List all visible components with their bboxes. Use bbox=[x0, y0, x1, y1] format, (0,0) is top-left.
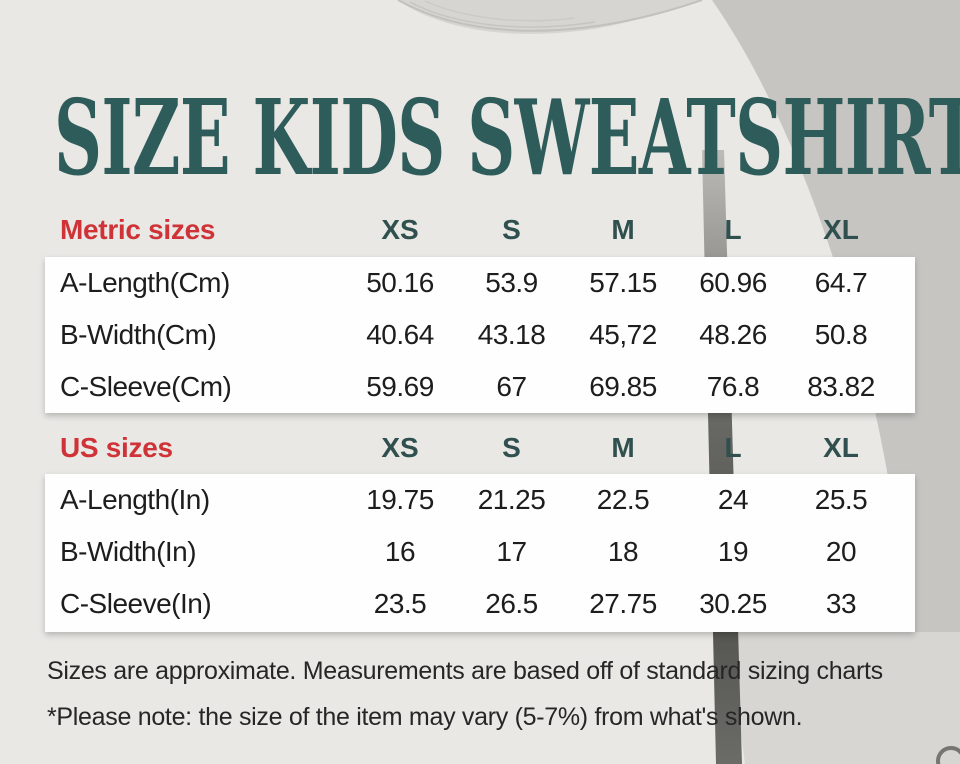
cell: 22.5 bbox=[596, 484, 650, 515]
cell: 25.5 bbox=[814, 484, 868, 515]
size-header-m: M bbox=[611, 214, 635, 245]
collar-rib-line bbox=[424, 0, 576, 22]
cell: 45,72 bbox=[589, 319, 657, 350]
collar-edge-line bbox=[397, 0, 703, 32]
size-header-xs: XS bbox=[381, 432, 419, 463]
cell: 48.26 bbox=[699, 319, 767, 350]
metric-sizes-header-row: Metric sizes XS S M L XL bbox=[45, 206, 915, 254]
cell: 23.5 bbox=[373, 588, 427, 619]
metric-sizes-label: Metric sizes bbox=[60, 214, 216, 245]
cell: 21.25 bbox=[477, 484, 546, 515]
cell: 27.75 bbox=[589, 588, 657, 619]
table-row: B-Width(In) 16 17 18 19 20 bbox=[45, 526, 915, 578]
size-header-l: L bbox=[724, 432, 742, 463]
cell: 26.5 bbox=[485, 588, 538, 619]
cell: 57.15 bbox=[589, 267, 657, 298]
size-header-xs: XS bbox=[381, 214, 419, 245]
size-header-xl: XL bbox=[823, 214, 859, 245]
cell: 17 bbox=[496, 536, 527, 567]
footnotes: Sizes are approximate. Measurements are … bbox=[47, 648, 942, 740]
cell: 20 bbox=[825, 536, 857, 567]
cell: 69.85 bbox=[589, 371, 657, 402]
cell: 16 bbox=[384, 536, 416, 567]
collar-rib-line bbox=[409, 1, 596, 28]
size-header-xl: XL bbox=[823, 432, 859, 463]
table-row: A-Length(Cm) 50.16 53.9 57.15 60.96 64.7 bbox=[45, 257, 915, 309]
cell: 19 bbox=[717, 536, 749, 567]
size-header-s: S bbox=[502, 432, 521, 463]
cell: 19.75 bbox=[366, 484, 434, 515]
cell: 43.18 bbox=[477, 319, 546, 350]
us-sizes-header-row: US sizes XS S M L XL bbox=[45, 424, 915, 472]
cell: 83.82 bbox=[807, 371, 875, 402]
photo-sleeve-region bbox=[728, 632, 960, 764]
row-label: B-Width(In) bbox=[60, 536, 197, 567]
table-row: A-Length(In) 19.75 21.25 22.5 24 25.5 bbox=[45, 474, 915, 526]
table-row: B-Width(Cm) 40.64 43.18 45,72 48.26 50.8 bbox=[45, 309, 915, 361]
table-row: C-Sleeve(In) 23.5 26.5 27.75 30.25 33 bbox=[45, 578, 915, 630]
size-header-l: L bbox=[724, 214, 742, 245]
metric-table: A-Length(Cm) 50.16 53.9 57.15 60.96 64.7… bbox=[45, 257, 915, 413]
cell: 33 bbox=[825, 588, 857, 619]
cell: 64.7 bbox=[814, 267, 868, 298]
cell: 76.8 bbox=[706, 371, 760, 402]
cell: 40.64 bbox=[366, 319, 434, 350]
us-sizes-label: US sizes bbox=[60, 432, 173, 463]
footnote-line1: Sizes are approximate. Measurements are … bbox=[47, 657, 883, 685]
cell: 53.9 bbox=[485, 267, 538, 298]
cell: 50.8 bbox=[814, 319, 868, 350]
copyright-circle-icon bbox=[936, 746, 960, 764]
row-label: C-Sleeve(In) bbox=[60, 588, 212, 619]
cell: 30.25 bbox=[699, 588, 767, 619]
cell: 50.16 bbox=[366, 267, 434, 298]
size-header-s: S bbox=[502, 214, 521, 245]
us-table: A-Length(In) 19.75 21.25 22.5 24 25.5 B-… bbox=[45, 474, 915, 632]
row-label: C-Sleeve(Cm) bbox=[60, 371, 232, 402]
cell: 24 bbox=[717, 484, 749, 515]
cell: 60.96 bbox=[699, 267, 767, 298]
page-title: SIZE KIDS SWEATSHIRT bbox=[54, 76, 960, 199]
cell: 18 bbox=[607, 536, 639, 567]
table-row: C-Sleeve(Cm) 59.69 67 69.85 76.8 83.82 bbox=[45, 361, 915, 413]
size-header-m: M bbox=[611, 432, 635, 463]
cell: 59.69 bbox=[366, 371, 434, 402]
row-label: A-Length(In) bbox=[60, 484, 210, 515]
footnote-line2: *Please note: the size of the item may v… bbox=[47, 703, 803, 731]
row-label: A-Length(Cm) bbox=[60, 267, 230, 298]
row-label: B-Width(Cm) bbox=[60, 319, 217, 350]
cell: 67 bbox=[496, 371, 527, 402]
